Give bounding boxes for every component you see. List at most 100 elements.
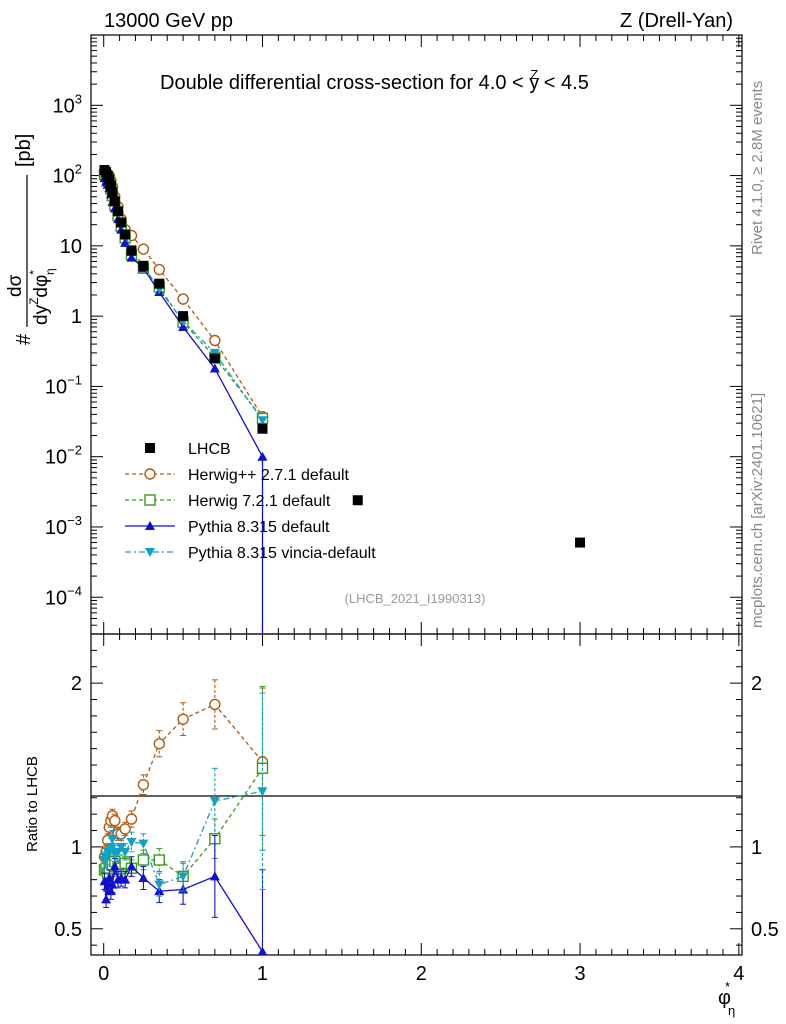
y-axis-label: # dσ dyZdφ* η [pb] bbox=[5, 134, 57, 345]
lhcb-data-point bbox=[178, 311, 189, 322]
ratio-line-0 bbox=[103, 703, 263, 857]
ratio-2-point bbox=[126, 861, 137, 871]
ratio-tick-label-left: 2 bbox=[71, 673, 82, 695]
legend-marker bbox=[145, 521, 155, 530]
ratio-3-point bbox=[107, 834, 118, 844]
x-axis-label: φ* η bbox=[718, 979, 735, 1018]
ratio-tick-label-left: 1 bbox=[71, 837, 82, 859]
x-tick-label: 4 bbox=[733, 963, 744, 985]
lhcb-data-point bbox=[109, 196, 120, 207]
legend-marker bbox=[145, 548, 155, 557]
ratio-plot-frame bbox=[90, 633, 743, 956]
legend-label: LHCB bbox=[188, 441, 231, 458]
lhcb-data-point bbox=[126, 245, 137, 256]
y-tick-label: 10−3 bbox=[45, 513, 82, 539]
series-0-point bbox=[153, 263, 165, 276]
x-tick-label: 2 bbox=[416, 963, 427, 985]
ratio-1-point bbox=[137, 854, 150, 866]
lhcb-data-point bbox=[575, 537, 586, 548]
ratio-3-point bbox=[154, 880, 165, 890]
title-post: < 4.5 bbox=[538, 72, 589, 94]
lhcb-data-point bbox=[257, 423, 268, 434]
plot-title: Double differential cross-section for 4.… bbox=[160, 67, 589, 94]
ratio-y-label: Ratio to LHCB bbox=[24, 756, 41, 852]
y-tick-label: 10−4 bbox=[45, 583, 82, 609]
ratio-0-point bbox=[177, 713, 189, 725]
title-sup: Z bbox=[530, 67, 538, 82]
lhcb-data-point bbox=[105, 180, 116, 191]
legend-marker bbox=[144, 494, 156, 506]
series-3-point bbox=[257, 416, 268, 426]
x-tick-label: 0 bbox=[98, 963, 109, 985]
ratio-3-point bbox=[126, 837, 137, 847]
lhcb-data-point bbox=[209, 353, 220, 364]
ratio-0-point bbox=[109, 815, 121, 827]
ratio-0-point bbox=[119, 823, 131, 835]
ratio-0-point bbox=[137, 778, 150, 791]
x-tick-label: 3 bbox=[574, 963, 585, 985]
series-0-point bbox=[177, 293, 189, 305]
header-left: 13000 GeV pp bbox=[104, 10, 233, 32]
ratio-2-point bbox=[209, 871, 220, 881]
series-2-point bbox=[178, 322, 189, 332]
ratio-3-point bbox=[257, 787, 268, 797]
ratio-2-point bbox=[101, 894, 112, 904]
ratio-2-point bbox=[104, 873, 115, 883]
x-tick-label: 1 bbox=[257, 963, 268, 985]
ratio-3-point bbox=[178, 872, 189, 882]
legend-label: Herwig++ 2.7.1 default bbox=[188, 467, 350, 484]
series-3-point bbox=[209, 348, 220, 358]
y-tick-label: 102 bbox=[53, 162, 82, 188]
lhcb-data-point bbox=[104, 174, 115, 185]
legend-label: Herwig 7.2.1 default bbox=[188, 493, 331, 510]
ratio-0-point bbox=[125, 813, 138, 825]
legend-label: Pythia 8.315 default bbox=[188, 519, 330, 536]
ratio-tick-label-right: 0.5 bbox=[751, 919, 779, 941]
y-label-denominator: dyZdφ* η bbox=[27, 268, 57, 325]
y-tick-label: 10 bbox=[60, 236, 82, 258]
y-label-numerator: dσ bbox=[5, 274, 26, 297]
title-pre: Double differential cross-section for 4.… bbox=[160, 72, 529, 94]
ratio-3-point bbox=[138, 839, 149, 849]
ratio-2-point bbox=[107, 879, 118, 889]
series-0-point bbox=[209, 334, 221, 347]
legend-marker bbox=[144, 468, 156, 480]
y-tick-label: 103 bbox=[53, 91, 82, 117]
ratio-3-point bbox=[209, 797, 220, 807]
header-right: Z (Drell-Yan) bbox=[620, 10, 733, 32]
ratio-3-point bbox=[120, 847, 131, 857]
ratio-tick-label-right: 2 bbox=[751, 673, 762, 695]
axes-layer: 0 1 2 3 4 10−4 10−3 10−2 10−1 1 10 102 103 0.5 0.5 1 1 2 2 bbox=[45, 34, 779, 985]
legend-label: Pythia 8.315 vincia-default bbox=[188, 545, 376, 562]
y-label-unit: [pb] bbox=[13, 134, 35, 167]
ratio-1-point bbox=[153, 854, 165, 866]
lhcb-data-point bbox=[352, 495, 363, 506]
y-tick-label: 10−2 bbox=[45, 443, 82, 469]
y-tick-label: 1 bbox=[71, 306, 82, 328]
ratio-2-point bbox=[109, 861, 120, 871]
ratio-0-point bbox=[153, 738, 165, 750]
series-2-point bbox=[257, 451, 268, 461]
ratio-tick-label-left: 0.5 bbox=[54, 919, 82, 941]
main-series-layer bbox=[98, 164, 586, 634]
legend-marker bbox=[145, 443, 155, 453]
ratio-2-point bbox=[120, 874, 131, 884]
y-label-hash: # bbox=[13, 333, 35, 345]
ratio-2-point bbox=[138, 873, 149, 883]
y-tick-label: 10−1 bbox=[45, 372, 82, 398]
legend: LHCB Herwig++ 2.7.1 default Herwig 7.2.1 d… bbox=[125, 441, 376, 562]
title-var: y bbox=[529, 72, 539, 94]
analysis-id: (LHCB_2021_I1990313) bbox=[345, 591, 486, 606]
series-2-point bbox=[209, 363, 220, 373]
series-2-point bbox=[120, 237, 131, 247]
lhcb-data-point bbox=[112, 206, 123, 217]
lhcb-data-point bbox=[138, 260, 149, 271]
rivet-version: Rivet 4.1.0, ≥ 2.8M events bbox=[749, 81, 766, 255]
lhcb-data-point bbox=[154, 278, 165, 289]
ratio-3-point bbox=[116, 842, 127, 852]
series-2-point bbox=[126, 252, 137, 262]
ratio-series-layer bbox=[98, 679, 269, 955]
ratio-tick-label-right: 1 bbox=[751, 837, 762, 859]
mcplots-credit: mcplots.cern.ch [arXiv:2401.10621] bbox=[749, 393, 766, 628]
